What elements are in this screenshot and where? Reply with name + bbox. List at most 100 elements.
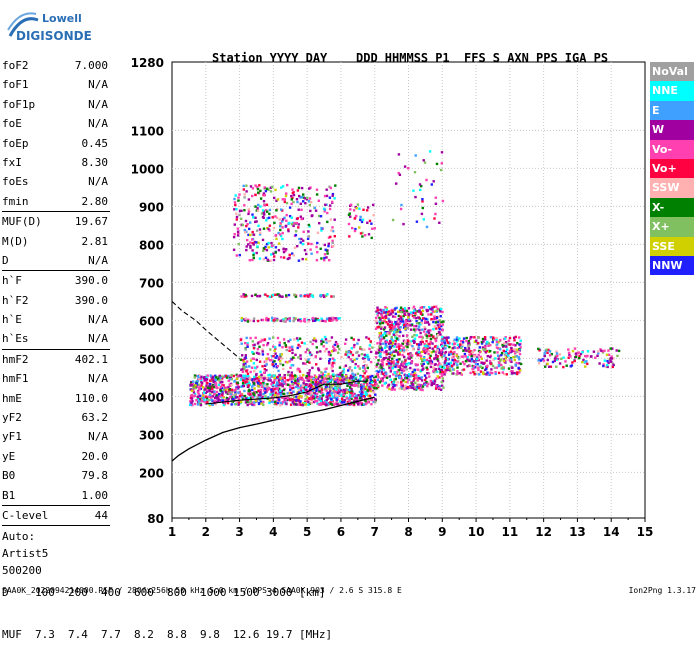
echo-point (422, 159, 425, 162)
echo-point (285, 201, 289, 205)
echo-point (289, 378, 292, 381)
echo-point (277, 395, 280, 398)
echo-point (277, 379, 281, 382)
echo-point (434, 356, 438, 359)
echo-point (276, 387, 279, 390)
echo-point (414, 374, 418, 377)
echo-point (362, 388, 365, 391)
echo-point (293, 293, 296, 296)
echo-point (392, 325, 395, 328)
echo-point (554, 357, 557, 360)
echo-point (398, 350, 402, 353)
echo-point (259, 377, 262, 380)
echo-point (466, 355, 469, 359)
echo-point (439, 370, 442, 374)
echo-point (303, 317, 306, 321)
echo-point (352, 338, 355, 341)
echo-point (335, 400, 338, 403)
echo-point (514, 363, 517, 366)
echo-point (414, 386, 417, 389)
echo-point (214, 403, 217, 406)
echo-point (233, 380, 236, 383)
echo-point (261, 383, 264, 386)
echo-point (280, 389, 283, 393)
echo-point (320, 229, 323, 232)
echo-point (252, 243, 255, 246)
echo-point (277, 242, 281, 245)
echo-point (269, 379, 272, 382)
echo-point (297, 208, 300, 211)
echo-point (336, 385, 339, 388)
echo-point (193, 376, 196, 379)
echo-point (272, 226, 276, 230)
echo-point (507, 339, 511, 342)
param-value: 390.0 (74, 274, 108, 288)
x-tick-label: 8 (404, 525, 412, 539)
param-label: hmF1 (2, 372, 29, 386)
echo-point (362, 208, 365, 211)
echo-point (249, 359, 253, 362)
echo-point (383, 374, 386, 377)
echo-point (292, 193, 296, 197)
echo-point (366, 384, 369, 387)
echo-point (266, 383, 269, 386)
echo-point (237, 196, 240, 199)
echo-point (405, 334, 409, 337)
echo-point (202, 394, 205, 397)
echo-point (423, 326, 426, 329)
echo-point (261, 318, 265, 322)
echo-point (214, 382, 218, 385)
y-tick-label: 800 (139, 238, 164, 252)
echo-point (368, 394, 372, 397)
echo-point (360, 353, 364, 356)
echo-point (409, 385, 412, 388)
echo-point (327, 353, 331, 356)
echo-point (235, 207, 238, 211)
param-label: M(D) (2, 234, 29, 248)
echo-point (336, 395, 339, 399)
echo-point (444, 359, 447, 363)
echo-point (426, 347, 429, 351)
echo-point (244, 348, 247, 351)
echo-point (484, 338, 487, 341)
echo-point (351, 372, 354, 375)
echo-point (378, 341, 382, 344)
echo-point (399, 315, 402, 318)
echo-point (401, 353, 404, 357)
echo-point (206, 382, 209, 385)
echo-point (334, 380, 337, 383)
echo-point (393, 345, 396, 348)
echo-point (374, 327, 378, 330)
echo-point (333, 362, 337, 365)
echo-point (348, 390, 351, 393)
param-label: hmE (2, 391, 22, 405)
echo-point (400, 310, 403, 314)
echo-point (257, 379, 261, 382)
echo-point (499, 338, 502, 342)
echo-point (324, 370, 327, 374)
echo-point (441, 329, 444, 332)
echo-point (359, 232, 363, 235)
echo-point (247, 397, 250, 400)
echo-point (287, 340, 290, 343)
echo-point (354, 362, 357, 366)
echo-point (459, 340, 463, 343)
echo-point (284, 320, 287, 323)
echo-point (328, 361, 331, 365)
echo-point (239, 385, 242, 388)
echo-point (264, 245, 267, 249)
echo-point (410, 323, 414, 327)
echo-point (247, 374, 250, 378)
echo-point (349, 358, 352, 361)
echo-point (276, 336, 280, 340)
echo-point (481, 366, 484, 370)
echo-point (386, 312, 389, 316)
echo-point (197, 383, 200, 386)
echo-point (296, 217, 299, 220)
echo-point (195, 383, 199, 386)
echo-point (210, 398, 213, 401)
echo-point (273, 379, 276, 382)
echo-point (309, 248, 312, 251)
echo-point (414, 154, 417, 157)
echo-point (397, 314, 400, 318)
